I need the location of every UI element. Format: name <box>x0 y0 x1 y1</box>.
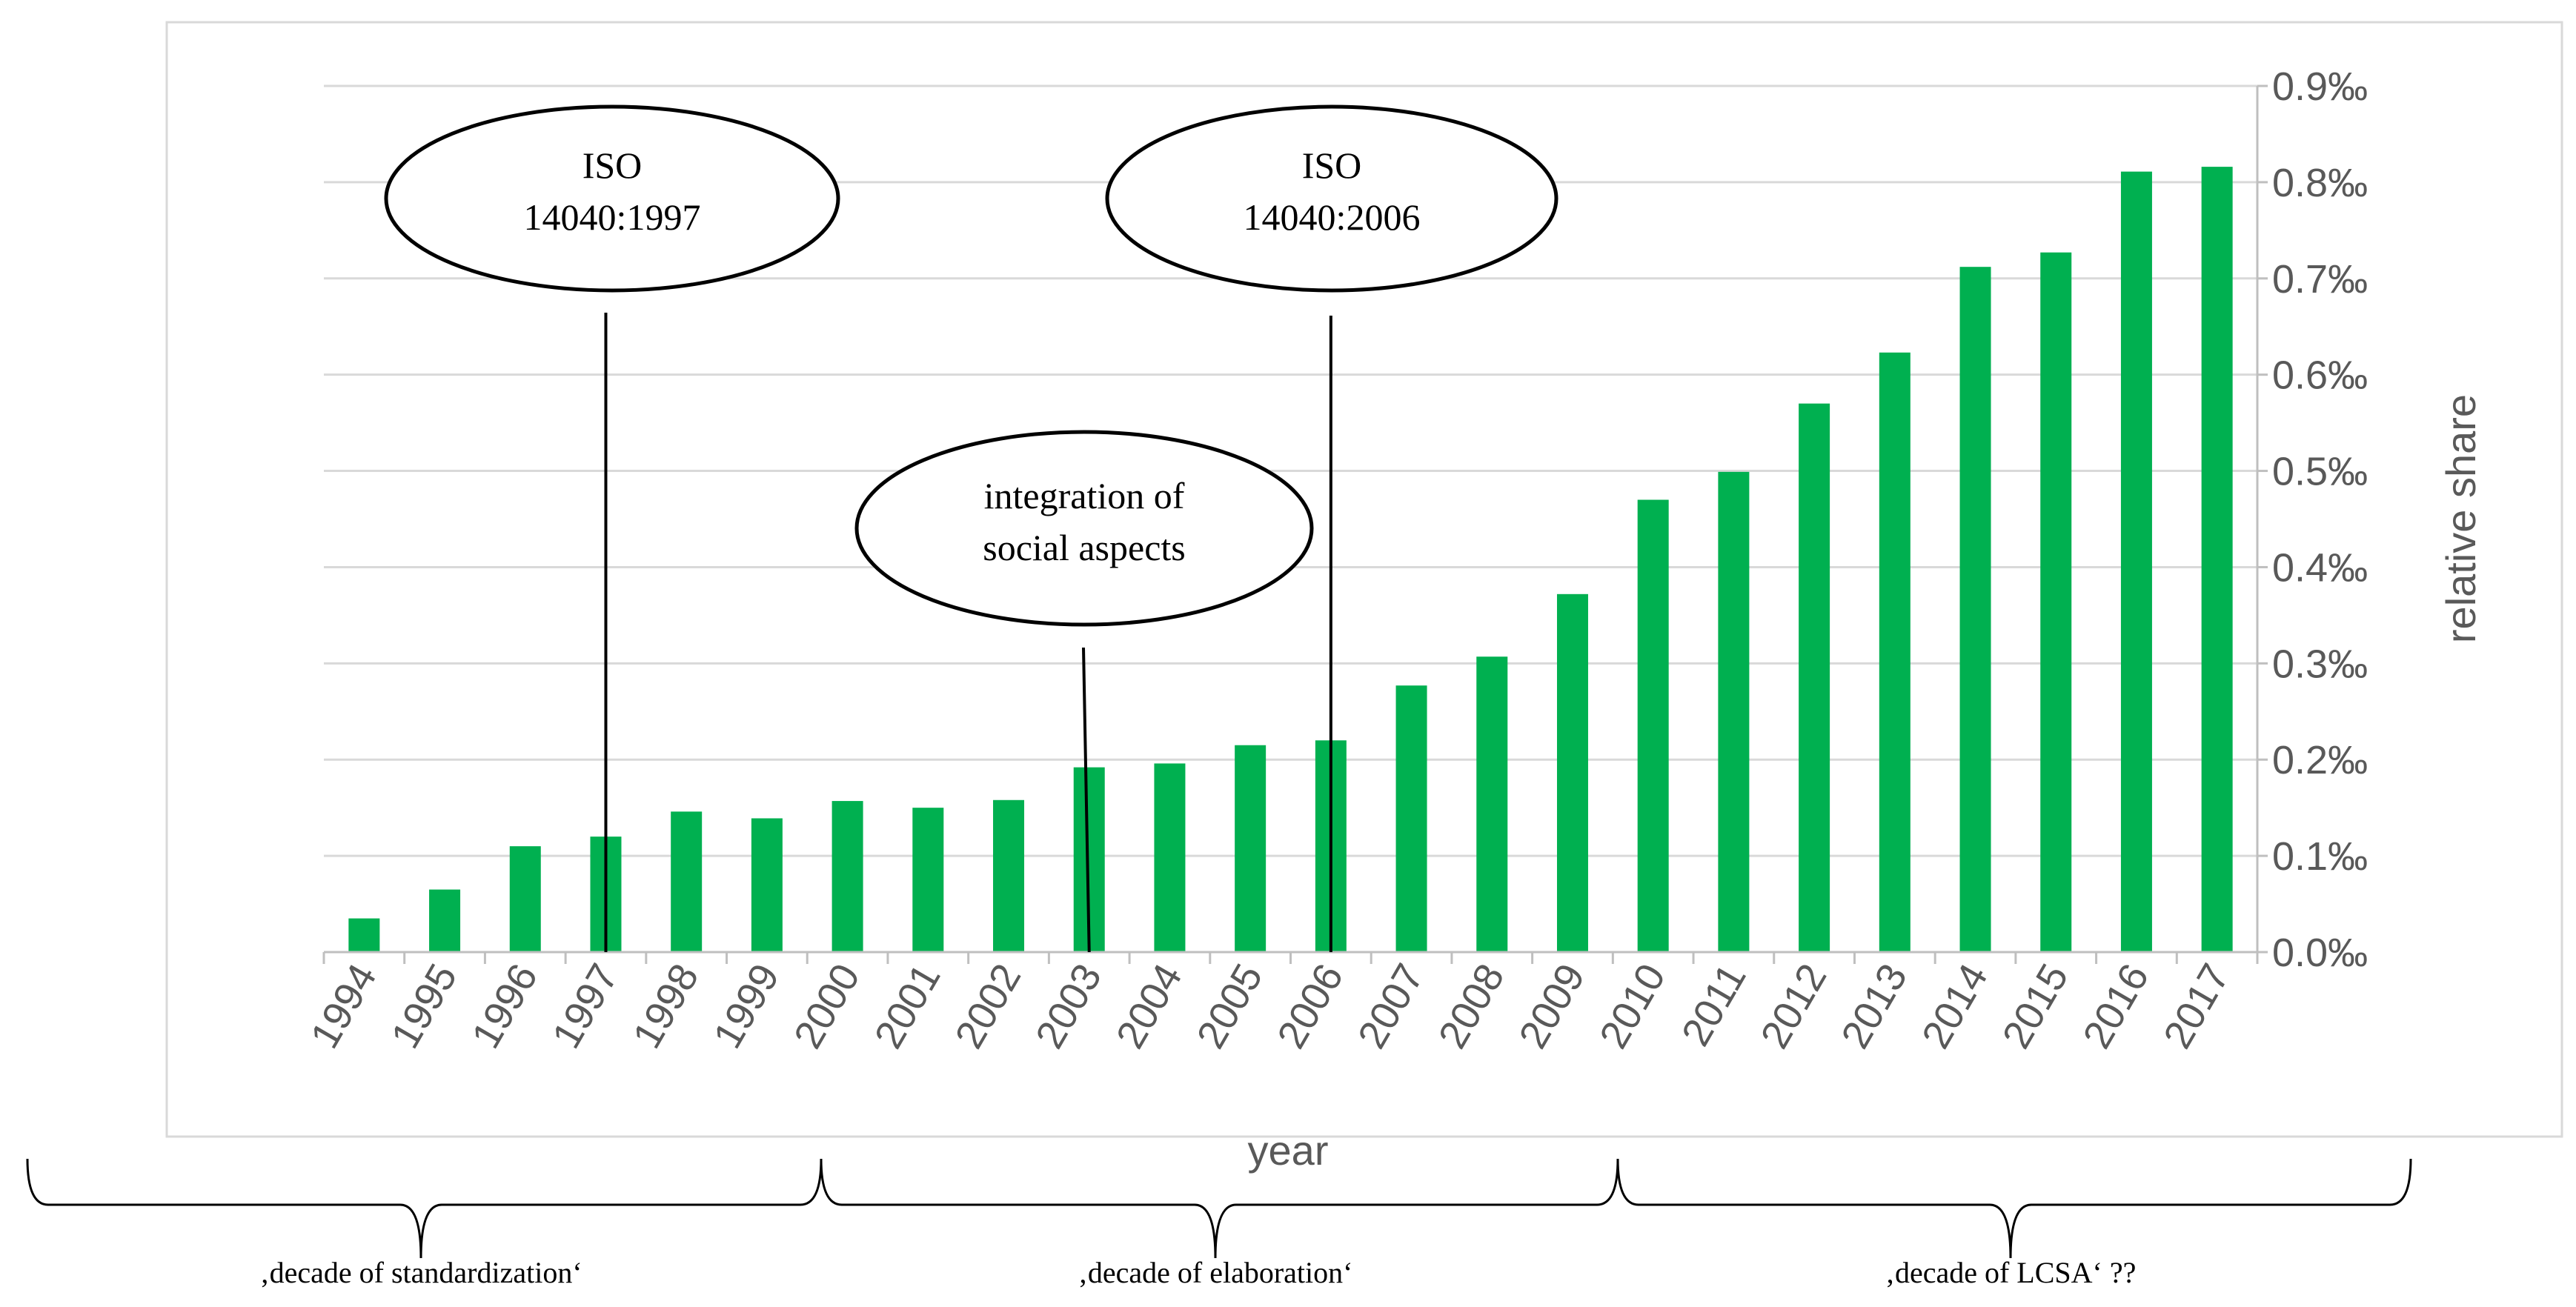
bar-2016 <box>2120 171 2152 953</box>
axes <box>322 84 2268 964</box>
annotation-1: ISO 14040:1997 <box>384 104 840 952</box>
y-tick-labels: 0.0‰ 0.1‰ 0.2‰ 0.3‰ 0.4‰ 0.5‰ 0.6‰ 0.7‰ 0.8‰ 0.9‰ <box>2272 64 2368 975</box>
bar-2013 <box>1879 352 1911 952</box>
bar-2009 <box>1556 593 1588 952</box>
bar-1999 <box>751 818 783 952</box>
bar-2012 <box>1799 403 1830 952</box>
annotation-ellipse <box>854 430 1314 627</box>
y-tick-label: 0.0‰ <box>2272 931 2368 975</box>
bar-2001 <box>912 808 944 952</box>
y-tick-label: 0.3‰ <box>2272 642 2368 686</box>
bar-1995 <box>429 889 461 952</box>
decade-label: ‚decade of standardization‘ <box>259 1256 582 1289</box>
annotation-text: 14040:2006 <box>1244 196 1421 238</box>
decade-brace <box>1616 1158 2412 1259</box>
y-tick-label: 0.4‰ <box>2272 545 2368 590</box>
bar-1998 <box>671 811 703 952</box>
annotation-ellipse <box>1105 104 1558 293</box>
annotation-2: ISO 14040:2006 <box>1105 104 1558 952</box>
bar-2008 <box>1476 656 1508 952</box>
decade-label: ‚decade of LCSA‘ ?? <box>1885 1256 2137 1289</box>
bar-2002 <box>993 799 1025 952</box>
annotation-text: social aspects <box>983 527 1186 568</box>
annotation-text: integration of <box>984 475 1185 516</box>
bar-series <box>348 167 2233 953</box>
annotation-text: 14040:1997 <box>524 196 701 238</box>
bar-1996 <box>509 846 541 952</box>
bar-2000 <box>831 801 863 952</box>
x-axis-label: year <box>1248 1127 1329 1174</box>
bar-2015 <box>2040 252 2072 952</box>
y-tick-label: 0.2‰ <box>2272 738 2368 782</box>
bar-2011 <box>1718 471 1750 952</box>
bar-2017 <box>2201 167 2233 952</box>
annotation-callout-line <box>1082 647 1091 953</box>
y-tick-label: 0.8‰ <box>2272 161 2368 205</box>
y-tick-label: 0.9‰ <box>2272 64 2368 109</box>
bar-1994 <box>348 918 380 952</box>
decade-brace <box>820 1158 1619 1259</box>
y-tick-label: 0.6‰ <box>2272 353 2368 398</box>
decade-brace <box>26 1158 823 1259</box>
annotation-3: integration of social aspects <box>854 430 1314 953</box>
decade-brace-1: ‚decade of standardization‘ <box>26 1158 823 1289</box>
gridlines <box>324 84 2257 857</box>
bar-2004 <box>1154 763 1186 952</box>
bar-2005 <box>1235 745 1267 952</box>
annotation-text: ISO <box>1302 144 1362 186</box>
y-tick-label: 0.5‰ <box>2272 450 2368 494</box>
annotation-ellipse <box>384 104 840 293</box>
bar-2010 <box>1637 499 1669 952</box>
bar-2007 <box>1395 685 1427 952</box>
bar-2014 <box>1959 267 1991 952</box>
decade-brace-3: ‚decade of LCSA‘ ?? <box>1616 1158 2412 1289</box>
decade-label: ‚decade of elaboration‘ <box>1078 1256 1353 1289</box>
y-axis-label: relative share <box>2437 394 2484 643</box>
y-tick-label: 0.1‰ <box>2272 834 2368 879</box>
annotations: ISO 14040:1997 ISO 14040:2006 integration of… <box>384 104 1558 953</box>
decade-brace-2: ‚decade of elaboration‘ <box>820 1158 1619 1289</box>
y-tick-label: 0.7‰ <box>2272 257 2368 302</box>
annotation-text: ISO <box>582 144 643 186</box>
decade-braces: ‚decade of standardization‘ ‚decade of el… <box>26 1158 2412 1289</box>
